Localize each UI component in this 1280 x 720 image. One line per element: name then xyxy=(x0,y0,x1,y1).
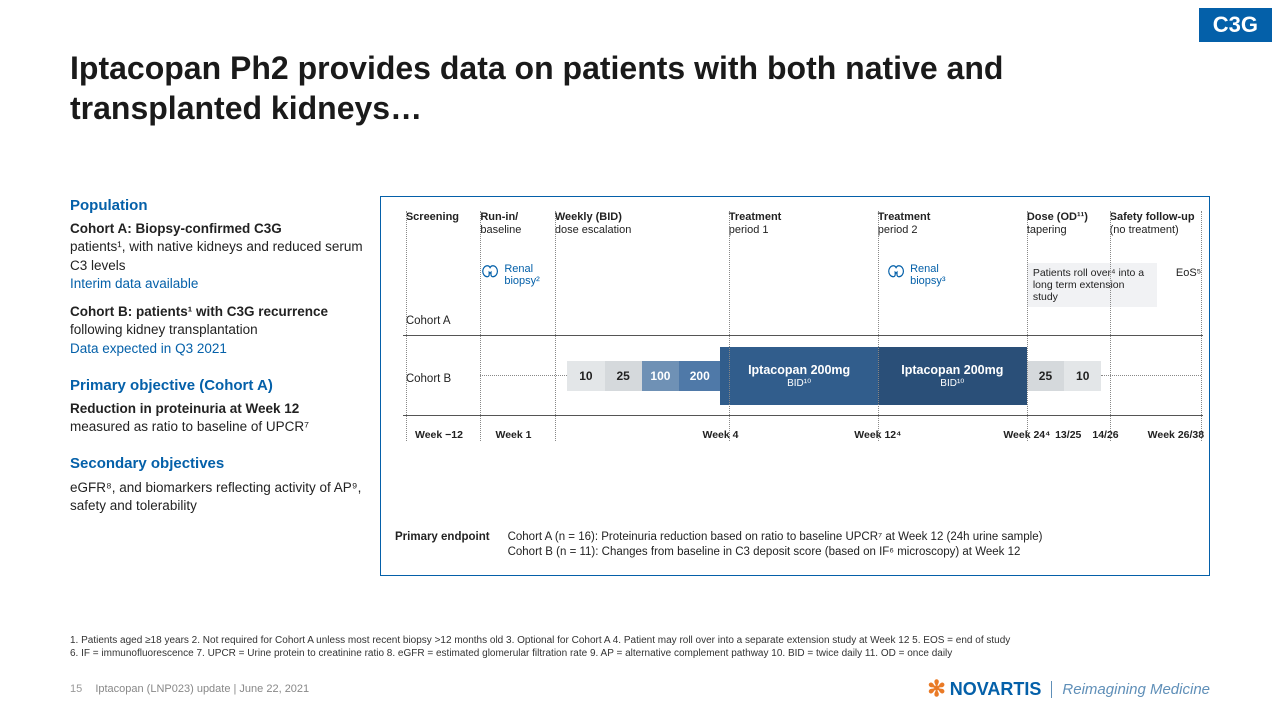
phase-divider xyxy=(729,211,730,441)
footnote-line-2: 6. IF = immunofluorescence 7. UPCR = Uri… xyxy=(70,647,1210,660)
cohort-b-desc: Cohort B: patients¹ with C3G recurrence … xyxy=(70,303,370,358)
cohort-b-line1: Cohort B: patients¹ with C3G recurrence xyxy=(70,304,328,319)
timeline-track: Cohort A Cohort B 1025100200Iptacopan 20… xyxy=(381,309,1209,439)
biopsy-row: Renal biopsy² Renal biopsy³ Patients rol… xyxy=(381,263,1209,293)
footnote-line-1: 1. Patients aged ≥18 years 2. Not requir… xyxy=(70,634,1210,647)
week-tick: Week 1 xyxy=(495,429,531,441)
dose-cell: 10 xyxy=(1064,361,1101,391)
footer-left: 15 Iptacopan (LNP023) update | June 22, … xyxy=(70,683,309,695)
phase-label: Treatmentperiod 2 xyxy=(878,211,931,237)
cohort-a-desc: Cohort A: Biopsy-confirmed C3G patients¹… xyxy=(70,220,370,293)
dose-cell: 200 xyxy=(679,361,720,391)
cohort-a-line1: Cohort A: Biopsy-confirmed C3G xyxy=(70,221,282,236)
secondary-obj-text: eGFR⁸, and biomarkers reflecting activit… xyxy=(70,479,370,515)
corner-badge: C3G xyxy=(1199,8,1272,42)
cohort-b-line2: following kidney transplantation xyxy=(70,322,258,337)
biopsy2-label: Renal biopsy³ xyxy=(910,263,945,287)
endpoint-cohort-b: Cohort B (n = 11): Changes from baseline… xyxy=(508,545,1043,561)
dose-bar-track: 1025100200Iptacopan 200mgBID¹⁰Iptacopan … xyxy=(381,337,1209,413)
footnotes: 1. Patients aged ≥18 years 2. Not requir… xyxy=(70,634,1210,660)
novartis-logo: ✻ NOVARTIS Reimagining Medicine xyxy=(927,676,1210,702)
axis-bottom xyxy=(403,415,1203,416)
phase-row: Screening Run-in/baseline Weekly (BID)dose… xyxy=(381,211,1209,251)
phase-label: Treatmentperiod 1 xyxy=(729,211,782,237)
primary-obj-text: Reduction in proteinuria at Week 12 meas… xyxy=(70,400,370,436)
treatment-block: Iptacopan 200mgBID¹⁰ xyxy=(878,347,1027,405)
week-tick: 13/25 xyxy=(1055,429,1081,441)
page-number: 15 xyxy=(70,683,82,695)
rollover-note: Patients roll over⁴ into a long term ext… xyxy=(1027,263,1157,307)
cohort-b-data: Data expected in Q3 2021 xyxy=(70,341,227,356)
phase-divider xyxy=(555,211,556,441)
primary-obj-heading: Primary objective (Cohort A) xyxy=(70,376,370,396)
renal-biopsy-1: Renal biopsy² xyxy=(480,263,560,287)
primary-obj-line1: Reduction in proteinuria at Week 12 xyxy=(70,401,299,416)
secondary-obj-heading: Secondary objectives xyxy=(70,454,370,474)
cohort-a-interim: Interim data available xyxy=(70,276,198,291)
kidney-icon xyxy=(480,263,502,285)
slide-footer: 15 Iptacopan (LNP023) update | June 22, … xyxy=(70,676,1210,702)
renal-biopsy-2: Renal biopsy³ xyxy=(886,263,966,287)
eos-label: EoS⁵ xyxy=(1176,267,1201,279)
treatment-block: Iptacopan 200mgBID¹⁰ xyxy=(720,347,877,405)
endpoint-lead: Primary endpoint xyxy=(395,530,490,546)
study-design-diagram: Screening Run-in/baseline Weekly (BID)dose… xyxy=(380,196,1210,576)
cohort-a-line2: patients¹, with native kidneys and reduc… xyxy=(70,239,363,272)
primary-obj-line2: measured as ratio to baseline of UPCR⁷ xyxy=(70,419,309,434)
week-tick: Week −12 xyxy=(415,429,463,441)
kidney-icon xyxy=(886,263,908,285)
left-column: Population Cohort A: Biopsy-confirmed C3… xyxy=(70,196,370,515)
dose-cell: 10 xyxy=(567,361,604,391)
footer-caption: Iptacopan (LNP023) update | June 22, 202… xyxy=(95,683,309,695)
phase-divider xyxy=(878,211,879,441)
phase-divider xyxy=(1027,211,1028,441)
slide-title: Iptacopan Ph2 provides data on patients … xyxy=(70,48,1170,128)
phase-divider xyxy=(1110,211,1111,441)
dose-cell: 25 xyxy=(1027,361,1064,391)
week-tick: Week 26/38 xyxy=(1148,429,1204,441)
flame-icon: ✻ xyxy=(927,676,945,702)
phase-label: Safety follow-up(no treatment) xyxy=(1110,211,1195,237)
dose-cell: 100 xyxy=(642,361,679,391)
primary-endpoint-block: Primary endpoint Cohort A (n = 16): Prot… xyxy=(395,530,1195,561)
phase-label: Weekly (BID)dose escalation xyxy=(555,211,631,237)
biopsy1-label: Renal biopsy² xyxy=(504,263,539,287)
endpoint-lines: Cohort A (n = 16): Proteinuria reduction… xyxy=(508,530,1043,561)
phase-divider xyxy=(1201,211,1202,441)
endpoint-cohort-a: Cohort A (n = 16): Proteinuria reduction… xyxy=(508,530,1043,546)
axis-top xyxy=(403,335,1203,336)
population-heading: Population xyxy=(70,196,370,216)
phase-label: Screening xyxy=(406,211,459,224)
week-tick: 14/26 xyxy=(1092,429,1118,441)
phase-label: Dose (OD¹¹)tapering xyxy=(1027,211,1088,237)
phase-divider xyxy=(480,211,481,441)
week-tick: Week 4 xyxy=(702,429,738,441)
phase-label: Run-in/baseline xyxy=(480,211,521,237)
brand-name: NOVARTIS xyxy=(950,679,1042,700)
dose-cell: 25 xyxy=(605,361,642,391)
brand-tagline: Reimagining Medicine xyxy=(1051,681,1210,698)
cohort-a-track-label: Cohort A xyxy=(406,315,451,327)
dash-extension xyxy=(1101,375,1200,376)
phase-divider xyxy=(406,211,407,441)
